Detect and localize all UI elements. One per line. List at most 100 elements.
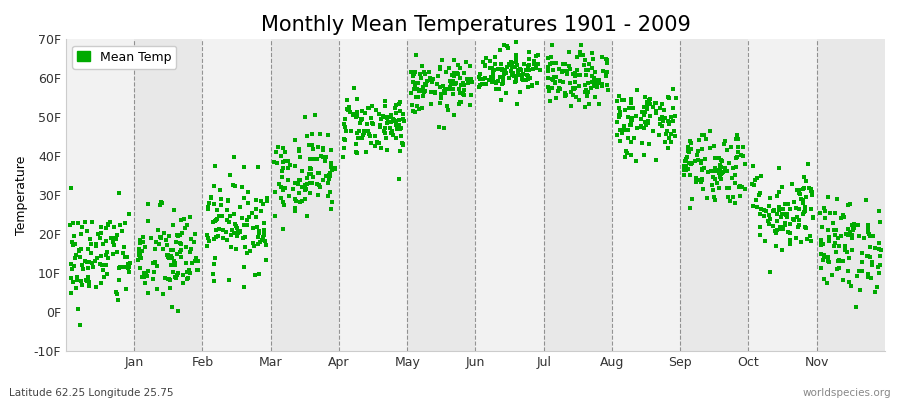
Point	[169, 232, 184, 239]
Point	[478, 75, 492, 81]
Point	[74, 246, 88, 252]
Point	[541, 74, 555, 81]
Point	[188, 258, 202, 265]
Point	[276, 187, 291, 194]
Point	[276, 202, 291, 208]
Point	[505, 60, 519, 66]
Point	[464, 76, 478, 82]
Point	[708, 154, 723, 161]
Point	[209, 234, 223, 240]
Point	[640, 106, 654, 113]
Point	[592, 101, 607, 108]
Point	[601, 87, 616, 93]
Point	[150, 286, 165, 292]
Point	[513, 66, 527, 72]
Point	[506, 70, 520, 76]
Point	[662, 134, 676, 141]
Point	[598, 73, 613, 79]
Point	[158, 275, 172, 282]
Point	[226, 230, 240, 236]
Point	[286, 185, 301, 192]
Point	[516, 71, 530, 77]
Point	[500, 70, 514, 76]
Point	[590, 82, 604, 88]
Point	[548, 95, 562, 101]
Point	[763, 268, 778, 275]
Point	[681, 144, 696, 151]
Point	[457, 87, 472, 93]
Point	[658, 114, 672, 121]
Point	[700, 195, 715, 202]
Point	[310, 180, 324, 187]
Point	[845, 234, 859, 241]
Point	[75, 224, 89, 231]
Point	[72, 246, 86, 253]
Point	[600, 60, 615, 66]
Point	[168, 262, 183, 268]
Point	[176, 280, 190, 286]
Point	[580, 79, 595, 86]
Point	[238, 244, 252, 250]
Point	[546, 67, 561, 73]
Point	[682, 149, 697, 156]
Point	[624, 96, 638, 102]
Point	[713, 166, 727, 172]
Point	[356, 128, 371, 134]
Point	[698, 165, 712, 171]
Point	[498, 67, 512, 73]
Point	[804, 187, 818, 194]
Point	[611, 113, 625, 120]
Point	[154, 235, 168, 241]
Point	[162, 255, 176, 261]
Point	[552, 66, 566, 72]
Point	[428, 90, 442, 96]
Point	[387, 105, 401, 111]
Point	[430, 81, 445, 88]
Point	[836, 212, 850, 218]
Point	[492, 47, 507, 54]
Point	[393, 125, 408, 132]
Point	[389, 102, 403, 108]
Point	[752, 192, 766, 198]
Point	[294, 184, 309, 191]
Point	[132, 239, 147, 246]
Point	[530, 52, 544, 58]
Bar	[544, 39, 612, 351]
Point	[434, 95, 448, 102]
Point	[278, 149, 293, 155]
Point	[389, 135, 403, 141]
Point	[404, 69, 419, 76]
Point	[69, 274, 84, 280]
Point	[206, 271, 220, 277]
Point	[610, 118, 625, 125]
Point	[656, 106, 670, 113]
Point	[168, 238, 183, 245]
Point	[381, 119, 395, 126]
Point	[426, 76, 440, 82]
Point	[570, 72, 584, 78]
Point	[598, 72, 613, 78]
Point	[866, 233, 880, 239]
Point	[170, 250, 184, 257]
Point	[842, 226, 856, 232]
Point	[355, 115, 369, 122]
Point	[616, 126, 631, 132]
Point	[312, 182, 327, 188]
Point	[316, 145, 330, 152]
Point	[77, 258, 92, 264]
Point	[103, 219, 117, 226]
Point	[508, 52, 523, 58]
Point	[515, 76, 529, 82]
Point	[649, 110, 663, 116]
Point	[865, 259, 879, 265]
Point	[556, 68, 571, 74]
Point	[201, 235, 215, 242]
Point	[775, 224, 789, 230]
Point	[830, 266, 844, 272]
Point	[387, 117, 401, 124]
Point	[779, 210, 794, 217]
Point	[522, 49, 536, 55]
Point	[666, 104, 680, 111]
Point	[729, 154, 743, 161]
Point	[416, 92, 430, 99]
